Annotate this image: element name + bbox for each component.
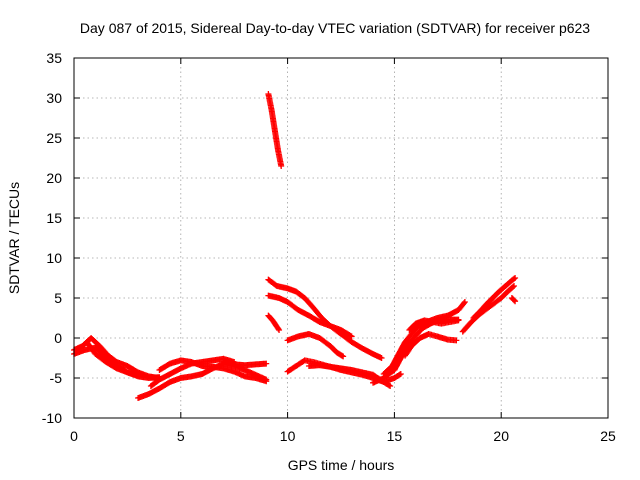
series-arc-8 xyxy=(265,91,285,169)
data-point-markers xyxy=(265,292,355,340)
series-arc-20 xyxy=(470,275,519,321)
series-arc-21 xyxy=(508,295,519,305)
series-arc-10 xyxy=(265,292,355,340)
data-point-markers xyxy=(284,331,347,360)
data-point-markers xyxy=(156,357,270,385)
series-arc-9 xyxy=(265,276,385,361)
y-axis-label: SDTVAR / TECUs xyxy=(6,182,22,294)
series-arc-12 xyxy=(284,331,347,360)
chart-title: Day 087 of 2015, Sidereal Day-to-day VTE… xyxy=(80,20,590,36)
axis-ticks xyxy=(73,57,609,419)
x-tick-label: 0 xyxy=(70,428,78,444)
series-arc-11 xyxy=(265,312,283,333)
x-tick-label: 10 xyxy=(280,428,296,444)
data-point-markers xyxy=(83,339,142,379)
y-tick-label: 20 xyxy=(46,170,62,186)
series-arc-17 xyxy=(402,331,460,359)
plot-frame xyxy=(73,57,609,419)
y-tick-label: 25 xyxy=(46,130,62,146)
data-point-markers xyxy=(220,359,270,369)
data-point-markers xyxy=(265,91,285,169)
x-axis-label: GPS time / hours xyxy=(288,457,395,473)
y-tick-label: 0 xyxy=(54,330,62,346)
data-point-markers xyxy=(265,276,385,361)
y-tick-label: 15 xyxy=(46,210,62,226)
series-arc-19 xyxy=(459,283,518,335)
x-tick-label: 20 xyxy=(493,428,509,444)
series-arc-13 xyxy=(284,357,394,389)
data-point-markers xyxy=(402,331,460,359)
data-point-markers xyxy=(265,312,283,333)
tick-labels: 0 5 10 15 20 25 -10 -5 0 5 10 15 20 25 30 35 xyxy=(42,50,616,444)
data-point-markers xyxy=(406,317,462,333)
x-tick-label: 5 xyxy=(177,428,185,444)
y-tick-label: 30 xyxy=(46,90,62,106)
y-tick-label: 10 xyxy=(46,250,62,266)
data-point-markers xyxy=(459,283,518,335)
series-arc-7 xyxy=(220,359,270,369)
series-arc-6 xyxy=(156,357,270,385)
y-tick-label: 5 xyxy=(54,290,62,306)
data-point-markers xyxy=(284,357,394,389)
x-tick-label: 15 xyxy=(387,428,403,444)
data-series xyxy=(71,91,519,401)
y-tick-label: 35 xyxy=(46,50,62,66)
y-tick-label: -10 xyxy=(42,410,62,426)
x-tick-label: 25 xyxy=(600,428,616,444)
series-arc-18 xyxy=(406,317,462,333)
data-point-markers xyxy=(470,275,519,321)
data-point-markers xyxy=(508,295,519,305)
grid-lines xyxy=(74,58,608,418)
series-arc-3 xyxy=(83,339,142,379)
y-tick-label: -5 xyxy=(50,370,63,386)
